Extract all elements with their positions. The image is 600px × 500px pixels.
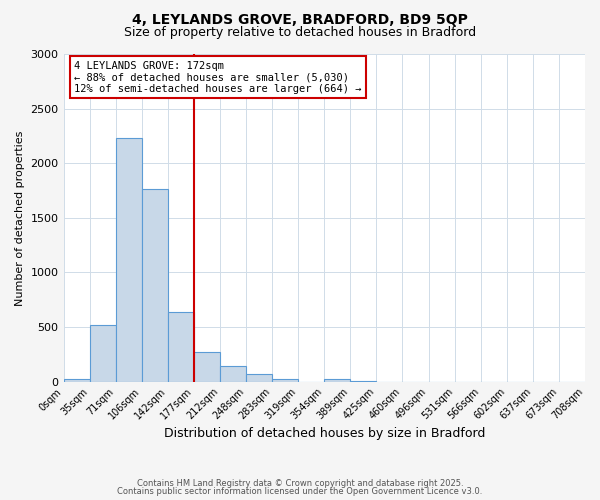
Bar bbox=[246, 374, 272, 382]
Bar bbox=[220, 366, 246, 382]
Bar bbox=[116, 138, 142, 382]
Y-axis label: Number of detached properties: Number of detached properties bbox=[15, 130, 25, 306]
Bar bbox=[194, 352, 220, 382]
Text: 4, LEYLANDS GROVE, BRADFORD, BD9 5QP: 4, LEYLANDS GROVE, BRADFORD, BD9 5QP bbox=[132, 12, 468, 26]
Text: Size of property relative to detached houses in Bradford: Size of property relative to detached ho… bbox=[124, 26, 476, 39]
Bar bbox=[350, 381, 376, 382]
Text: 4 LEYLANDS GROVE: 172sqm
← 88% of detached houses are smaller (5,030)
12% of sem: 4 LEYLANDS GROVE: 172sqm ← 88% of detach… bbox=[74, 60, 361, 94]
Text: Contains HM Land Registry data © Crown copyright and database right 2025.: Contains HM Land Registry data © Crown c… bbox=[137, 478, 463, 488]
Bar bbox=[89, 325, 116, 382]
Text: Contains public sector information licensed under the Open Government Licence v3: Contains public sector information licen… bbox=[118, 487, 482, 496]
Bar bbox=[272, 379, 298, 382]
X-axis label: Distribution of detached houses by size in Bradford: Distribution of detached houses by size … bbox=[164, 427, 485, 440]
Bar bbox=[64, 380, 89, 382]
Bar bbox=[142, 190, 168, 382]
Bar bbox=[168, 312, 194, 382]
Bar bbox=[324, 380, 350, 382]
